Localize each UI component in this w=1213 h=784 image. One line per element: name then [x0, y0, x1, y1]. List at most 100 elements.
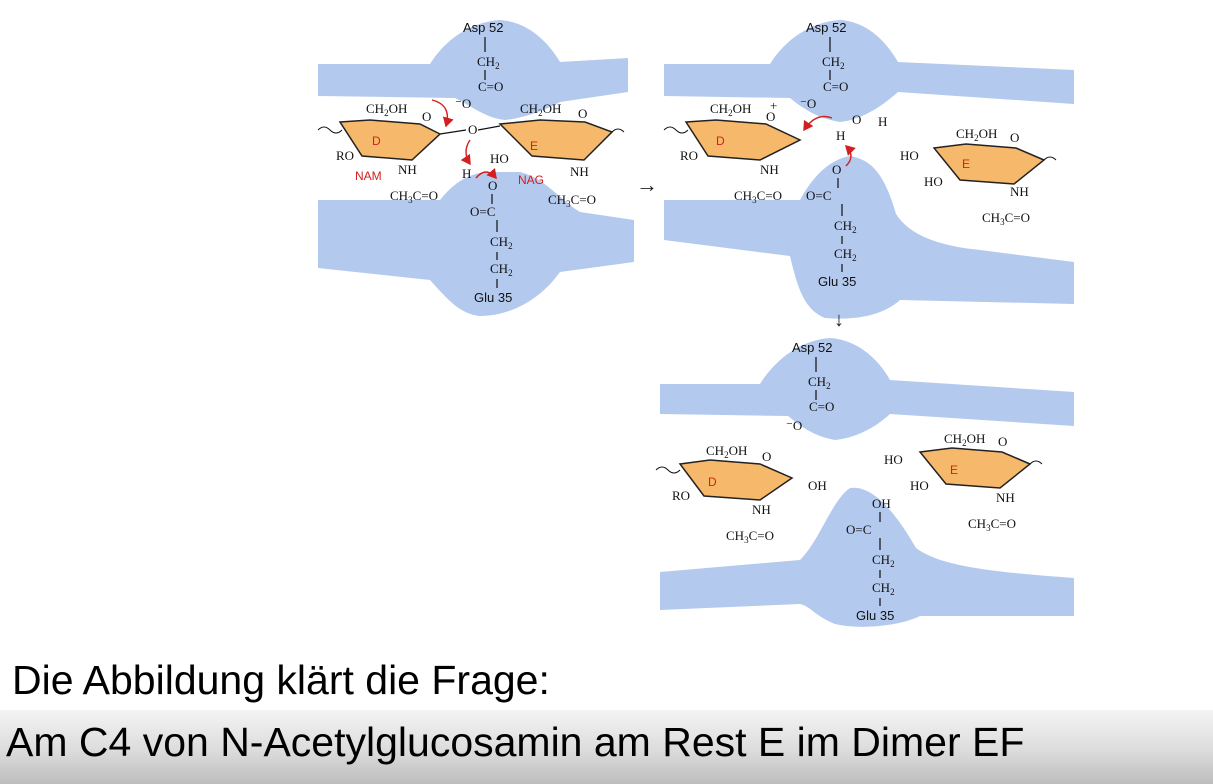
- svg-text:O: O: [998, 434, 1007, 449]
- ring-d-label-3: D: [708, 475, 717, 489]
- electron-arrow-4: [803, 115, 833, 132]
- svg-text:⁻O: ⁻O: [455, 96, 471, 111]
- svg-text:CH2OH: CH2OH: [944, 431, 985, 448]
- svg-text:O: O: [578, 106, 587, 121]
- svg-text:O: O: [468, 122, 477, 137]
- svg-text:HO: HO: [490, 151, 509, 166]
- svg-text:CH2: CH2: [872, 552, 895, 569]
- svg-text:CH2: CH2: [808, 374, 831, 391]
- glu35-label-3: Glu 35: [856, 608, 894, 623]
- ring-e-sugar-2: [932, 143, 1046, 185]
- svg-text:OH: OH: [808, 478, 827, 493]
- ring-e-label: E: [530, 139, 538, 153]
- glu35-label: Glu 35: [474, 290, 512, 305]
- svg-text:CH2OH: CH2OH: [710, 101, 751, 118]
- svg-text:HO: HO: [910, 478, 929, 493]
- asp52-label-2: Asp 52: [806, 20, 846, 35]
- ring-d-sugar-2: [684, 119, 802, 161]
- svg-text:⁻O: ⁻O: [800, 96, 816, 111]
- svg-text:OH: OH: [872, 496, 891, 511]
- svg-text:CH3C=O: CH3C=O: [982, 210, 1030, 227]
- panel-1-enzyme-substrate: Asp 52 CH2 C=O ⁻O D CH2OH O RO NAM NH CH…: [317, 20, 634, 316]
- enzyme-top-region-2: [664, 20, 1074, 122]
- svg-text:NH: NH: [398, 162, 417, 177]
- svg-text:CH2: CH2: [477, 54, 500, 71]
- svg-text:O=C: O=C: [470, 204, 495, 219]
- lysozyme-mechanism-diagram: Asp 52 CH2 C=O ⁻O D CH2OH O RO NAM NH CH…: [317, 20, 1074, 627]
- ring-d-label-2: D: [716, 134, 725, 148]
- svg-text:+: +: [770, 98, 777, 113]
- svg-text:O: O: [766, 109, 775, 124]
- caption-line-2: Am C4 von N-Acetylglucosamin am Rest E i…: [6, 719, 1025, 765]
- svg-text:NH: NH: [570, 164, 589, 179]
- svg-text:NH: NH: [752, 502, 771, 517]
- nam-label: NAM: [355, 169, 382, 183]
- svg-text:CH2: CH2: [490, 234, 513, 251]
- svg-text:CH2OH: CH2OH: [956, 126, 997, 143]
- svg-text:HO: HO: [924, 174, 943, 189]
- svg-text:CH2OH: CH2OH: [366, 101, 407, 118]
- svg-text:O=C: O=C: [846, 522, 871, 537]
- svg-text:O: O: [832, 162, 841, 177]
- svg-text:RO: RO: [680, 148, 698, 163]
- svg-text:CH3C=O: CH3C=O: [548, 192, 596, 209]
- electron-arrow-5: [845, 145, 856, 167]
- electron-arrow-1: [431, 99, 454, 128]
- svg-text:C=O: C=O: [823, 79, 848, 94]
- svg-text:CH2OH: CH2OH: [520, 101, 561, 118]
- svg-text:CH2: CH2: [822, 54, 845, 71]
- caption-band: [0, 710, 1213, 784]
- svg-text:CH3C=O: CH3C=O: [734, 188, 782, 205]
- ring-d-label: D: [372, 134, 381, 148]
- ring-e-sugar: [498, 119, 614, 161]
- svg-text:CH2OH: CH2OH: [706, 443, 747, 460]
- enzyme-top-region-3: [660, 338, 1074, 440]
- electron-arrow-3: [475, 167, 497, 180]
- svg-text:C=O: C=O: [809, 399, 834, 414]
- enzyme-bottom-region: [318, 172, 634, 316]
- svg-text:O: O: [422, 109, 431, 124]
- ring-e-label-2: E: [962, 157, 970, 171]
- svg-text:NH: NH: [996, 490, 1015, 505]
- panel-3-products: Asp 52 CH2 C=O ⁻O D CH2OH O OH RO NH CH3…: [655, 338, 1074, 627]
- svg-text:CH3C=O: CH3C=O: [390, 188, 438, 205]
- svg-text:CH3C=O: CH3C=O: [726, 528, 774, 545]
- svg-text:CH2: CH2: [490, 261, 513, 278]
- svg-text:NH: NH: [1010, 184, 1029, 199]
- ring-d-sugar: [338, 119, 442, 161]
- svg-text:HO: HO: [900, 148, 919, 163]
- enzyme-bottom-region-3: [660, 487, 1074, 627]
- svg-text:O: O: [852, 112, 861, 127]
- asp52-label-3: Asp 52: [792, 340, 832, 355]
- glu35-label-2: Glu 35: [818, 274, 856, 289]
- svg-text:O: O: [762, 449, 771, 464]
- asp52-label: Asp 52: [463, 20, 503, 35]
- enzyme-bottom-region-2: [664, 156, 1074, 319]
- svg-text:H: H: [878, 114, 887, 129]
- panel-2-intermediate: Asp 52 CH2 C=O ⁻O D CH2OH O + RO NH CH3C…: [663, 20, 1074, 319]
- svg-text:CH2: CH2: [834, 246, 857, 263]
- svg-text:O: O: [1010, 130, 1019, 145]
- svg-text:O: O: [488, 178, 497, 193]
- enzyme-top-region: [318, 20, 628, 120]
- svg-text:CH3C=O: CH3C=O: [968, 516, 1016, 533]
- electron-arrow-2: [460, 139, 471, 166]
- reaction-arrow-right: →: [636, 172, 658, 197]
- svg-text:RO: RO: [336, 148, 354, 163]
- svg-text:CH2: CH2: [872, 580, 895, 597]
- svg-text:NH: NH: [760, 162, 779, 177]
- svg-text:C=O: C=O: [478, 79, 503, 94]
- svg-text:RO: RO: [672, 488, 690, 503]
- svg-text:H: H: [836, 128, 845, 143]
- svg-text:O=C: O=C: [806, 188, 831, 203]
- svg-text:H: H: [462, 166, 471, 181]
- ring-d-sugar-3: [678, 459, 794, 501]
- reaction-arrow-down: ↓: [834, 309, 844, 331]
- nag-label: NAG: [518, 173, 544, 187]
- caption-line-1: Die Abbildung klärt die Frage:: [12, 657, 550, 703]
- svg-text:⁻O: ⁻O: [786, 418, 802, 433]
- ring-e-sugar-3: [918, 447, 1032, 489]
- svg-text:HO: HO: [884, 452, 903, 467]
- ring-e-label-3: E: [950, 463, 958, 477]
- svg-text:CH2: CH2: [834, 218, 857, 235]
